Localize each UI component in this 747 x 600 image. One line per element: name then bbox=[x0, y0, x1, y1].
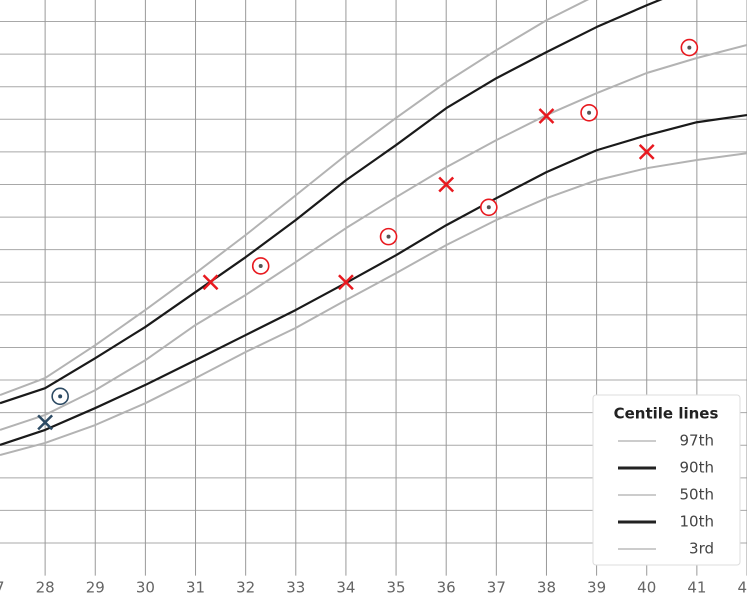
legend: Centile lines 97th 90th 50th 10th 3rd bbox=[592, 394, 741, 566]
centile-line bbox=[0, 0, 590, 396]
cross-marker bbox=[638, 144, 655, 160]
x-tick-label: 42 bbox=[737, 579, 747, 597]
circle-dot bbox=[687, 45, 692, 50]
cross-marker bbox=[202, 274, 219, 291]
x-tick-label: 39 bbox=[587, 579, 606, 597]
circle-marker bbox=[251, 257, 270, 275]
cross-marker bbox=[438, 176, 455, 193]
x-tick-label: 41 bbox=[687, 579, 706, 597]
circle-dot bbox=[58, 394, 63, 399]
circle-marker bbox=[680, 38, 699, 57]
circle-marker bbox=[580, 103, 598, 122]
centile-line bbox=[0, 0, 663, 405]
x-tick-label: 35 bbox=[387, 579, 406, 597]
x-tick-label: 34 bbox=[336, 579, 355, 597]
x-tick-label: 29 bbox=[86, 579, 105, 597]
legend-label: 50th bbox=[680, 486, 714, 504]
circle-marker bbox=[379, 227, 398, 246]
circle-dot bbox=[486, 205, 491, 210]
x-tick-label: 38 bbox=[537, 579, 556, 597]
x-tick-label: 36 bbox=[437, 579, 456, 597]
legend-label: 10th bbox=[680, 513, 714, 531]
cross-marker bbox=[338, 274, 354, 291]
x-tick-label: 30 bbox=[136, 579, 155, 597]
x-tick-label: 33 bbox=[286, 579, 305, 597]
circle-dot bbox=[386, 234, 391, 239]
legend-label: 3rd bbox=[689, 540, 714, 558]
centile-line bbox=[0, 44, 747, 431]
circle-dot bbox=[258, 263, 263, 268]
cross-marker bbox=[538, 108, 555, 124]
x-tick-label: 31 bbox=[186, 579, 205, 597]
legend-label: 90th bbox=[680, 459, 714, 477]
circle-marker bbox=[480, 198, 498, 217]
x-tick-label: 27 bbox=[0, 579, 5, 597]
cross-marker bbox=[37, 414, 54, 431]
circle-dot bbox=[587, 110, 592, 115]
measurements bbox=[37, 38, 699, 431]
centile-line bbox=[0, 113, 747, 446]
legend-label: 97th bbox=[680, 432, 714, 450]
x-tick-label: 40 bbox=[637, 579, 656, 597]
legend-title: Centile lines bbox=[614, 405, 719, 423]
x-tick-label: 32 bbox=[236, 579, 255, 597]
centile-line bbox=[0, 152, 747, 456]
x-tick-label: 28 bbox=[36, 579, 55, 597]
x-tick-label: 37 bbox=[487, 579, 506, 597]
circle-marker bbox=[51, 387, 69, 406]
centile-lines bbox=[0, 0, 747, 456]
